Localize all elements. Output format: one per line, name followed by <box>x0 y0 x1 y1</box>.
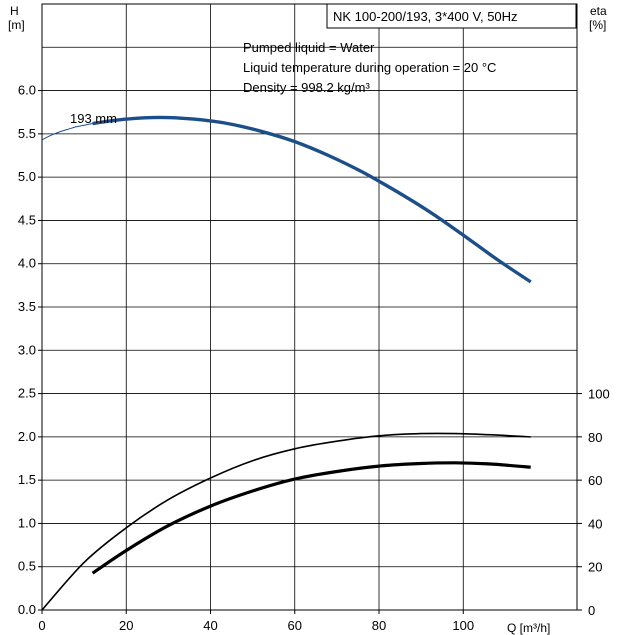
y-right-tick-label: 0 <box>588 603 595 618</box>
annotation-temperature: Liquid temperature during operation = 20… <box>243 60 496 75</box>
axes: 0 20 40 60 80 100 0.0 0.5 1.0 1.5 2.0 2.5 3.0 3.5 4.0 4… <box>18 3 610 633</box>
head-curve-extension <box>41 123 93 141</box>
x-tick-label: 80 <box>372 618 386 633</box>
y-left-tick-label: 1.5 <box>18 472 36 487</box>
y-left-tick-label: 3.0 <box>18 342 36 357</box>
curves <box>41 115 532 611</box>
y-left-tick-label: 4.5 <box>18 212 36 227</box>
y-left-tick-label: 6.0 <box>18 83 36 98</box>
y-axis-left-label-unit: [m] <box>8 18 25 32</box>
y-left-tick-label: 2.5 <box>18 386 36 401</box>
y-left-tick-label: 3.5 <box>18 299 36 314</box>
annotation-liquid: Pumped liquid = Water <box>243 40 375 55</box>
labels: NK 100-200/193, 3*400 V, 50Hz Pumped liq… <box>8 3 607 635</box>
grid <box>42 4 577 610</box>
annotation-density: Density = 998.2 kg/m³ <box>243 80 370 95</box>
title-box <box>326 3 577 29</box>
x-tick-label: 40 <box>203 618 217 633</box>
y-right-tick-label: 80 <box>588 430 602 445</box>
y-left-tick-label: 5.5 <box>18 126 36 141</box>
x-tick-label: 60 <box>288 618 302 633</box>
head-curve <box>92 115 532 284</box>
x-axis-label: Q [m³/h] <box>507 621 550 635</box>
y-right-tick-label: 60 <box>588 473 602 488</box>
chart-title: NK 100-200/193, 3*400 V, 50Hz <box>333 9 518 24</box>
curve-label: 193 mm <box>70 111 117 126</box>
y-left-tick-label: 4.0 <box>18 256 36 271</box>
y-right-tick-label: 20 <box>588 560 602 575</box>
y-left-tick-label: 5.0 <box>18 169 36 184</box>
y-right-tick-label: 100 <box>588 387 610 402</box>
y-axis-right-label-symbol: eta <box>590 4 607 18</box>
efficiency-curve-pump <box>41 432 531 611</box>
efficiency-curve-total <box>91 461 531 575</box>
y-left-tick-label: 0.5 <box>18 559 36 574</box>
y-left-tick-label: 1.0 <box>18 515 36 530</box>
x-tick-label: 100 <box>452 618 474 633</box>
x-tick-label: 20 <box>119 618 133 633</box>
y-left-tick-label: 0.0 <box>18 602 36 617</box>
y-right-tick-label: 40 <box>588 516 602 531</box>
y-axis-right-label-unit: [%] <box>589 18 606 32</box>
x-tick-label: 0 <box>38 618 45 633</box>
y-left-tick-label: 2.0 <box>18 429 36 444</box>
y-axis-left-label-symbol: H <box>10 4 19 18</box>
